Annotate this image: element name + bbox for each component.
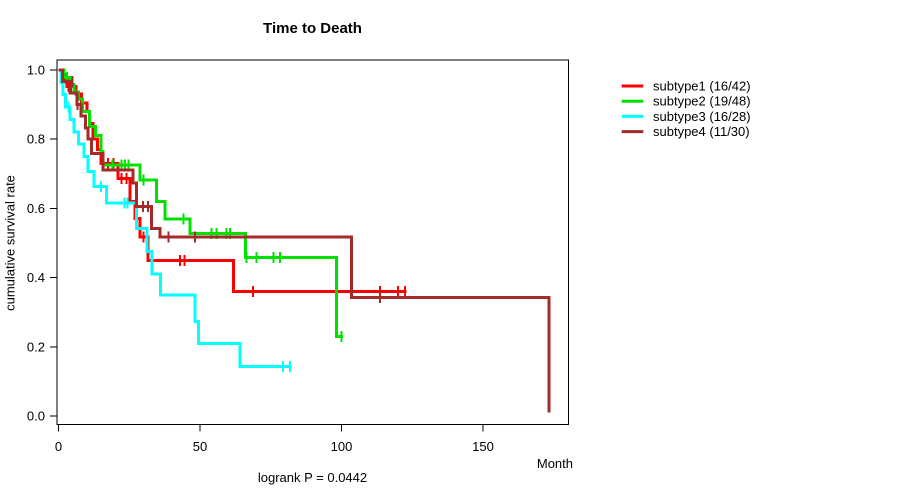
y-axis: 0.0 0.2 0.4 0.6 0.8 1.0 bbox=[27, 63, 57, 424]
survival-curve-group-subtype3 bbox=[58, 68, 292, 373]
survival-curve-group-subtype1 bbox=[58, 68, 407, 297]
y-tick-label: 0.6 bbox=[27, 201, 45, 216]
legend-label: subtype3 (16/28) bbox=[653, 109, 751, 124]
y-tick-label: 0.8 bbox=[27, 132, 45, 147]
legend-entry: subtype1 (16/42) bbox=[621, 79, 751, 94]
survival-curve bbox=[58, 68, 407, 293]
survival-curve bbox=[58, 68, 292, 369]
legend: subtype1 (16/42)subtype2 (19/48)subtype3… bbox=[621, 79, 751, 139]
survival-curve bbox=[58, 68, 343, 338]
legend-entry: subtype4 (11/30) bbox=[621, 124, 750, 139]
survival-curve-group-subtype2 bbox=[58, 68, 343, 342]
survival-curve-group-subtype4 bbox=[58, 68, 551, 413]
y-tick-label: 0.2 bbox=[27, 339, 45, 354]
x-tick-label: 50 bbox=[193, 439, 207, 454]
legend-entry: subtype3 (16/28) bbox=[621, 109, 751, 124]
y-tick-label: 0.0 bbox=[27, 409, 45, 424]
y-tick-label: 0.4 bbox=[27, 270, 45, 285]
x-tick-label: 0 bbox=[55, 439, 62, 454]
chart-title: Time to Death bbox=[263, 20, 362, 37]
legend-entry: subtype2 (19/48) bbox=[621, 94, 751, 109]
legend-label: subtype1 (16/42) bbox=[653, 79, 751, 94]
x-axis-label: Month bbox=[536, 456, 573, 471]
x-tick-label: 100 bbox=[331, 439, 353, 454]
x-axis: 0 50 100 150 bbox=[55, 424, 494, 454]
logrank-p-value: logrank P = 0.0442 bbox=[257, 470, 368, 485]
legend-label: subtype2 (19/48) bbox=[653, 94, 751, 109]
y-tick-label: 1.0 bbox=[27, 63, 45, 78]
y-axis-label: cumulative survival rate bbox=[2, 175, 18, 311]
x-tick-label: 150 bbox=[472, 439, 494, 454]
survival-curve bbox=[58, 68, 551, 413]
legend-label: subtype4 (11/30) bbox=[653, 124, 750, 139]
plot-border bbox=[56, 59, 569, 425]
